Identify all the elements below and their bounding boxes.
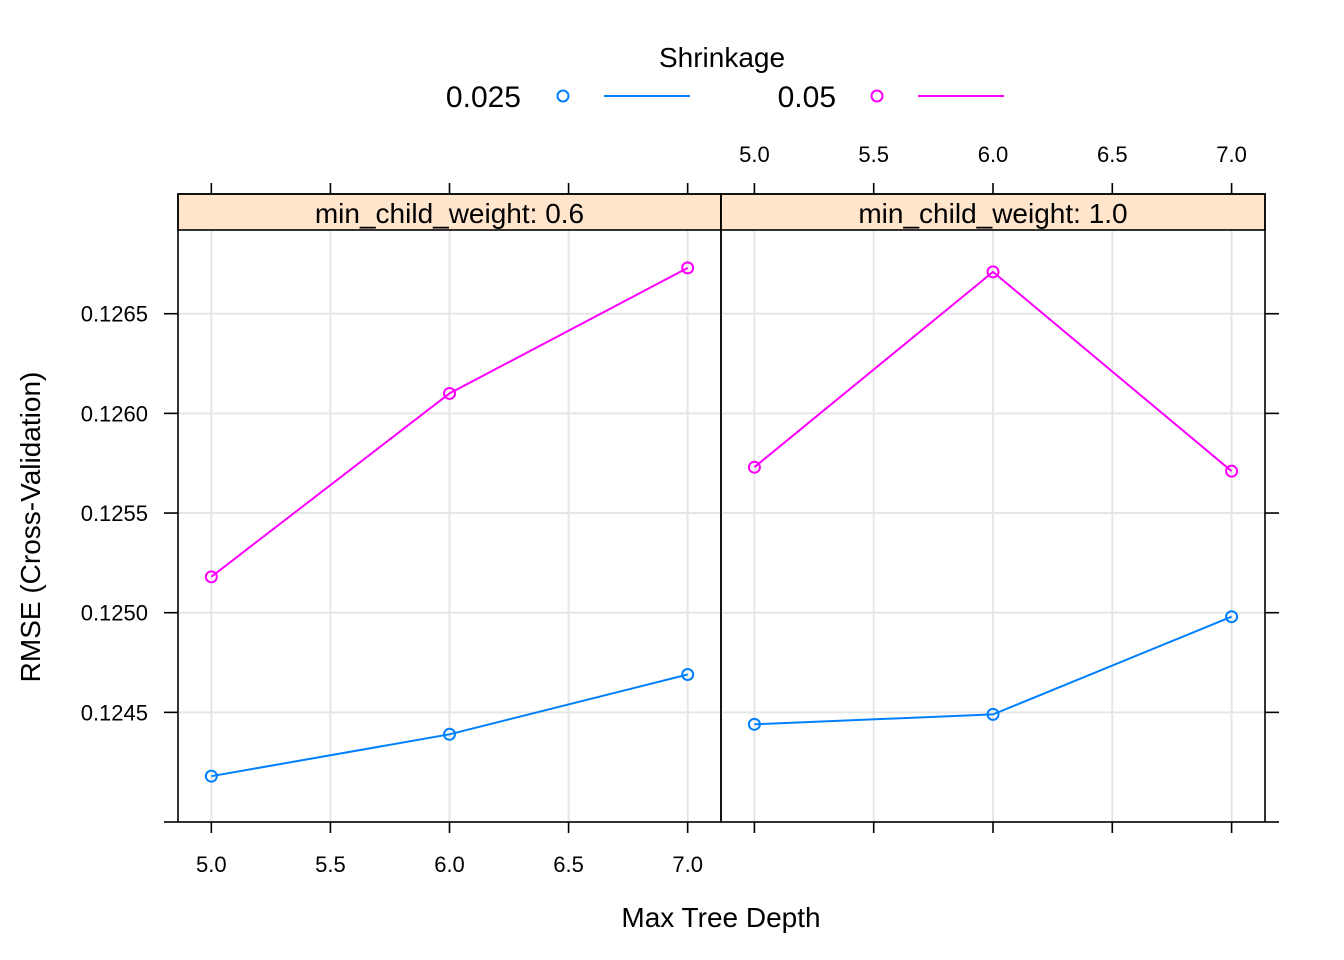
strip-background: [720, 193, 1266, 231]
strip-label: min_child_weight: 0.6: [315, 198, 584, 229]
y-tick-label: 0.1250: [81, 601, 148, 626]
series-line-0.025: [211, 673, 688, 778]
series-line-0.05: [210, 267, 689, 578]
series-line-0.05: [753, 270, 1233, 472]
x-tick-label: 6.0: [434, 852, 465, 877]
y-tick-label: 0.1255: [81, 501, 148, 526]
x-tick-label: 5.5: [858, 142, 889, 167]
legend-label-0.05: 0.05: [778, 81, 836, 114]
data-point-0.05: [443, 386, 456, 400]
y-axis: 0.1245 0.1250 0.1255 0.1260 0.1265: [81, 302, 1279, 823]
data-point-0.025: [1225, 610, 1239, 624]
x-tick-label: 7.0: [672, 852, 703, 877]
x-tick-label: 5.0: [739, 142, 770, 167]
panels: min_child_weight: 0.65.0 5.5 6.0 6.5 7.0min_…: [177, 142, 1266, 877]
x-tick-label: 7.0: [1216, 142, 1247, 167]
data-point-0.05: [747, 460, 761, 474]
y-tick-label: 0.1265: [81, 302, 148, 327]
data-point-0.05: [1225, 464, 1239, 478]
data-point-0.05: [986, 265, 1000, 279]
strip-background: [177, 193, 722, 231]
x-tick-label: 6.5: [553, 852, 584, 877]
x-tick-label: 6.0: [978, 142, 1009, 167]
data-point-0.025: [986, 707, 1000, 721]
x-tick-label: 6.5: [1097, 142, 1128, 167]
legend-point-0.025: [556, 89, 570, 103]
legend-title: Shrinkage: [659, 42, 785, 73]
legend-label-0.025: 0.025: [446, 81, 521, 114]
legend-point-0.05: [870, 89, 884, 103]
data-point-0.025: [747, 717, 761, 731]
data-point-0.025: [681, 667, 695, 681]
data-point-0.05: [681, 261, 695, 275]
strip-label: min_child_weight: 1.0: [858, 198, 1127, 229]
x-tick-label: 5.5: [315, 852, 346, 877]
data-point-0.025: [204, 769, 218, 783]
x-axis-title: Max Tree Depth: [621, 902, 820, 933]
y-tick-label: 0.1260: [81, 401, 148, 426]
y-tick-label: 0.1245: [81, 700, 148, 725]
y-axis-title: RMSE (Cross-Validation): [15, 372, 46, 683]
x-tick-label: 5.0: [196, 852, 227, 877]
panel-2: min_child_weight: 1.0 5.0 5.5 6.0 6.5 7.0: [720, 142, 1266, 833]
panel-1: min_child_weight: 0.6 5.0 5.5 6.0 6.5 7.0: [177, 183, 722, 877]
series-line-0.025: [754, 615, 1232, 726]
legend: Shrinkage 0.025 0.05: [446, 42, 1004, 114]
data-point-0.025: [443, 727, 456, 741]
data-point-0.05: [204, 570, 218, 584]
